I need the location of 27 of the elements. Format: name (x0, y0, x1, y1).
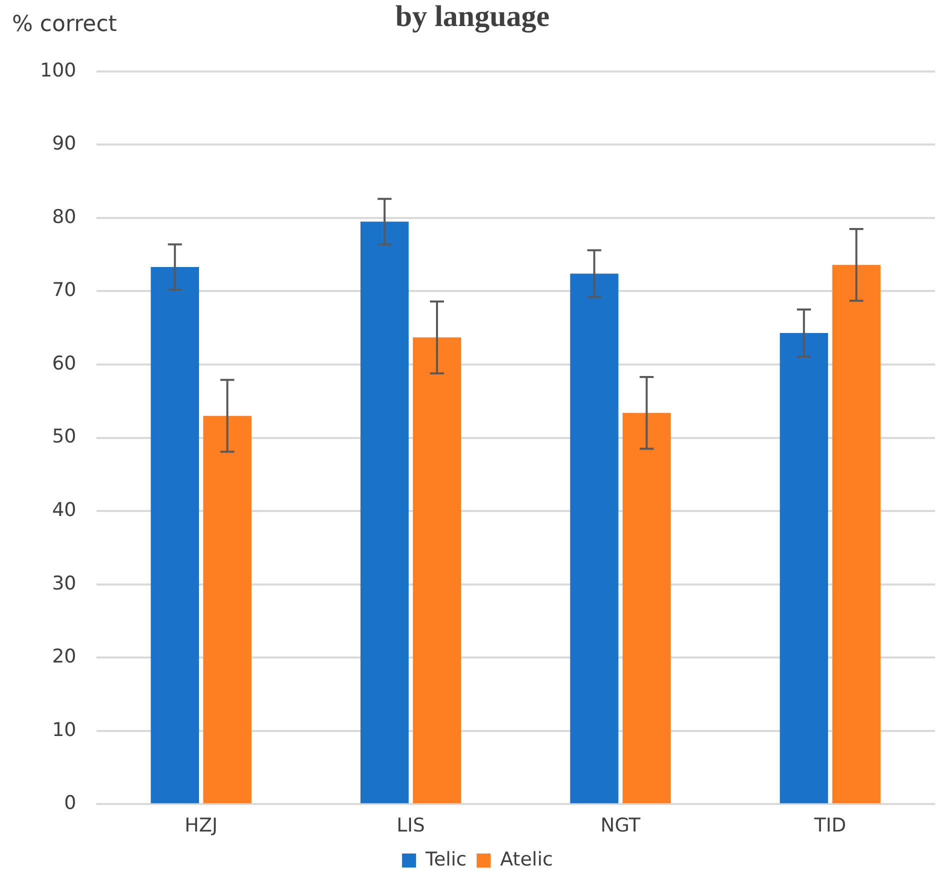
chart-title: by language (395, 0, 550, 33)
bar (150, 267, 200, 804)
y-tick-label: 100 (40, 59, 76, 82)
bar (832, 264, 880, 804)
bar (203, 416, 252, 804)
bar (570, 274, 618, 804)
y-tick-label: 70 (52, 279, 76, 302)
y-tick-label: 60 (52, 352, 76, 374)
y-tick-label: 10 (52, 718, 76, 741)
y-axis-title: % correct (12, 12, 117, 37)
bar (412, 337, 462, 804)
x-tick-label: NGT (600, 814, 641, 837)
y-tick-label: 80 (52, 206, 76, 228)
y-tick-label: 20 (52, 646, 76, 668)
legend-label: Telic (424, 848, 467, 870)
bar (780, 333, 828, 804)
x-tick-label: HZJ (184, 814, 218, 837)
y-tick-label: 90 (52, 132, 76, 155)
x-tick-label: TID (813, 814, 846, 837)
bar (360, 222, 409, 804)
legend-label: Atelic (500, 848, 553, 870)
y-tick-label: 30 (52, 572, 76, 594)
x-tick-label: LIS (396, 814, 425, 837)
bar (622, 412, 671, 804)
y-tick-label: 0 (64, 792, 76, 814)
y-tick-label: 40 (52, 499, 76, 522)
y-tick-label: 50 (52, 426, 76, 448)
